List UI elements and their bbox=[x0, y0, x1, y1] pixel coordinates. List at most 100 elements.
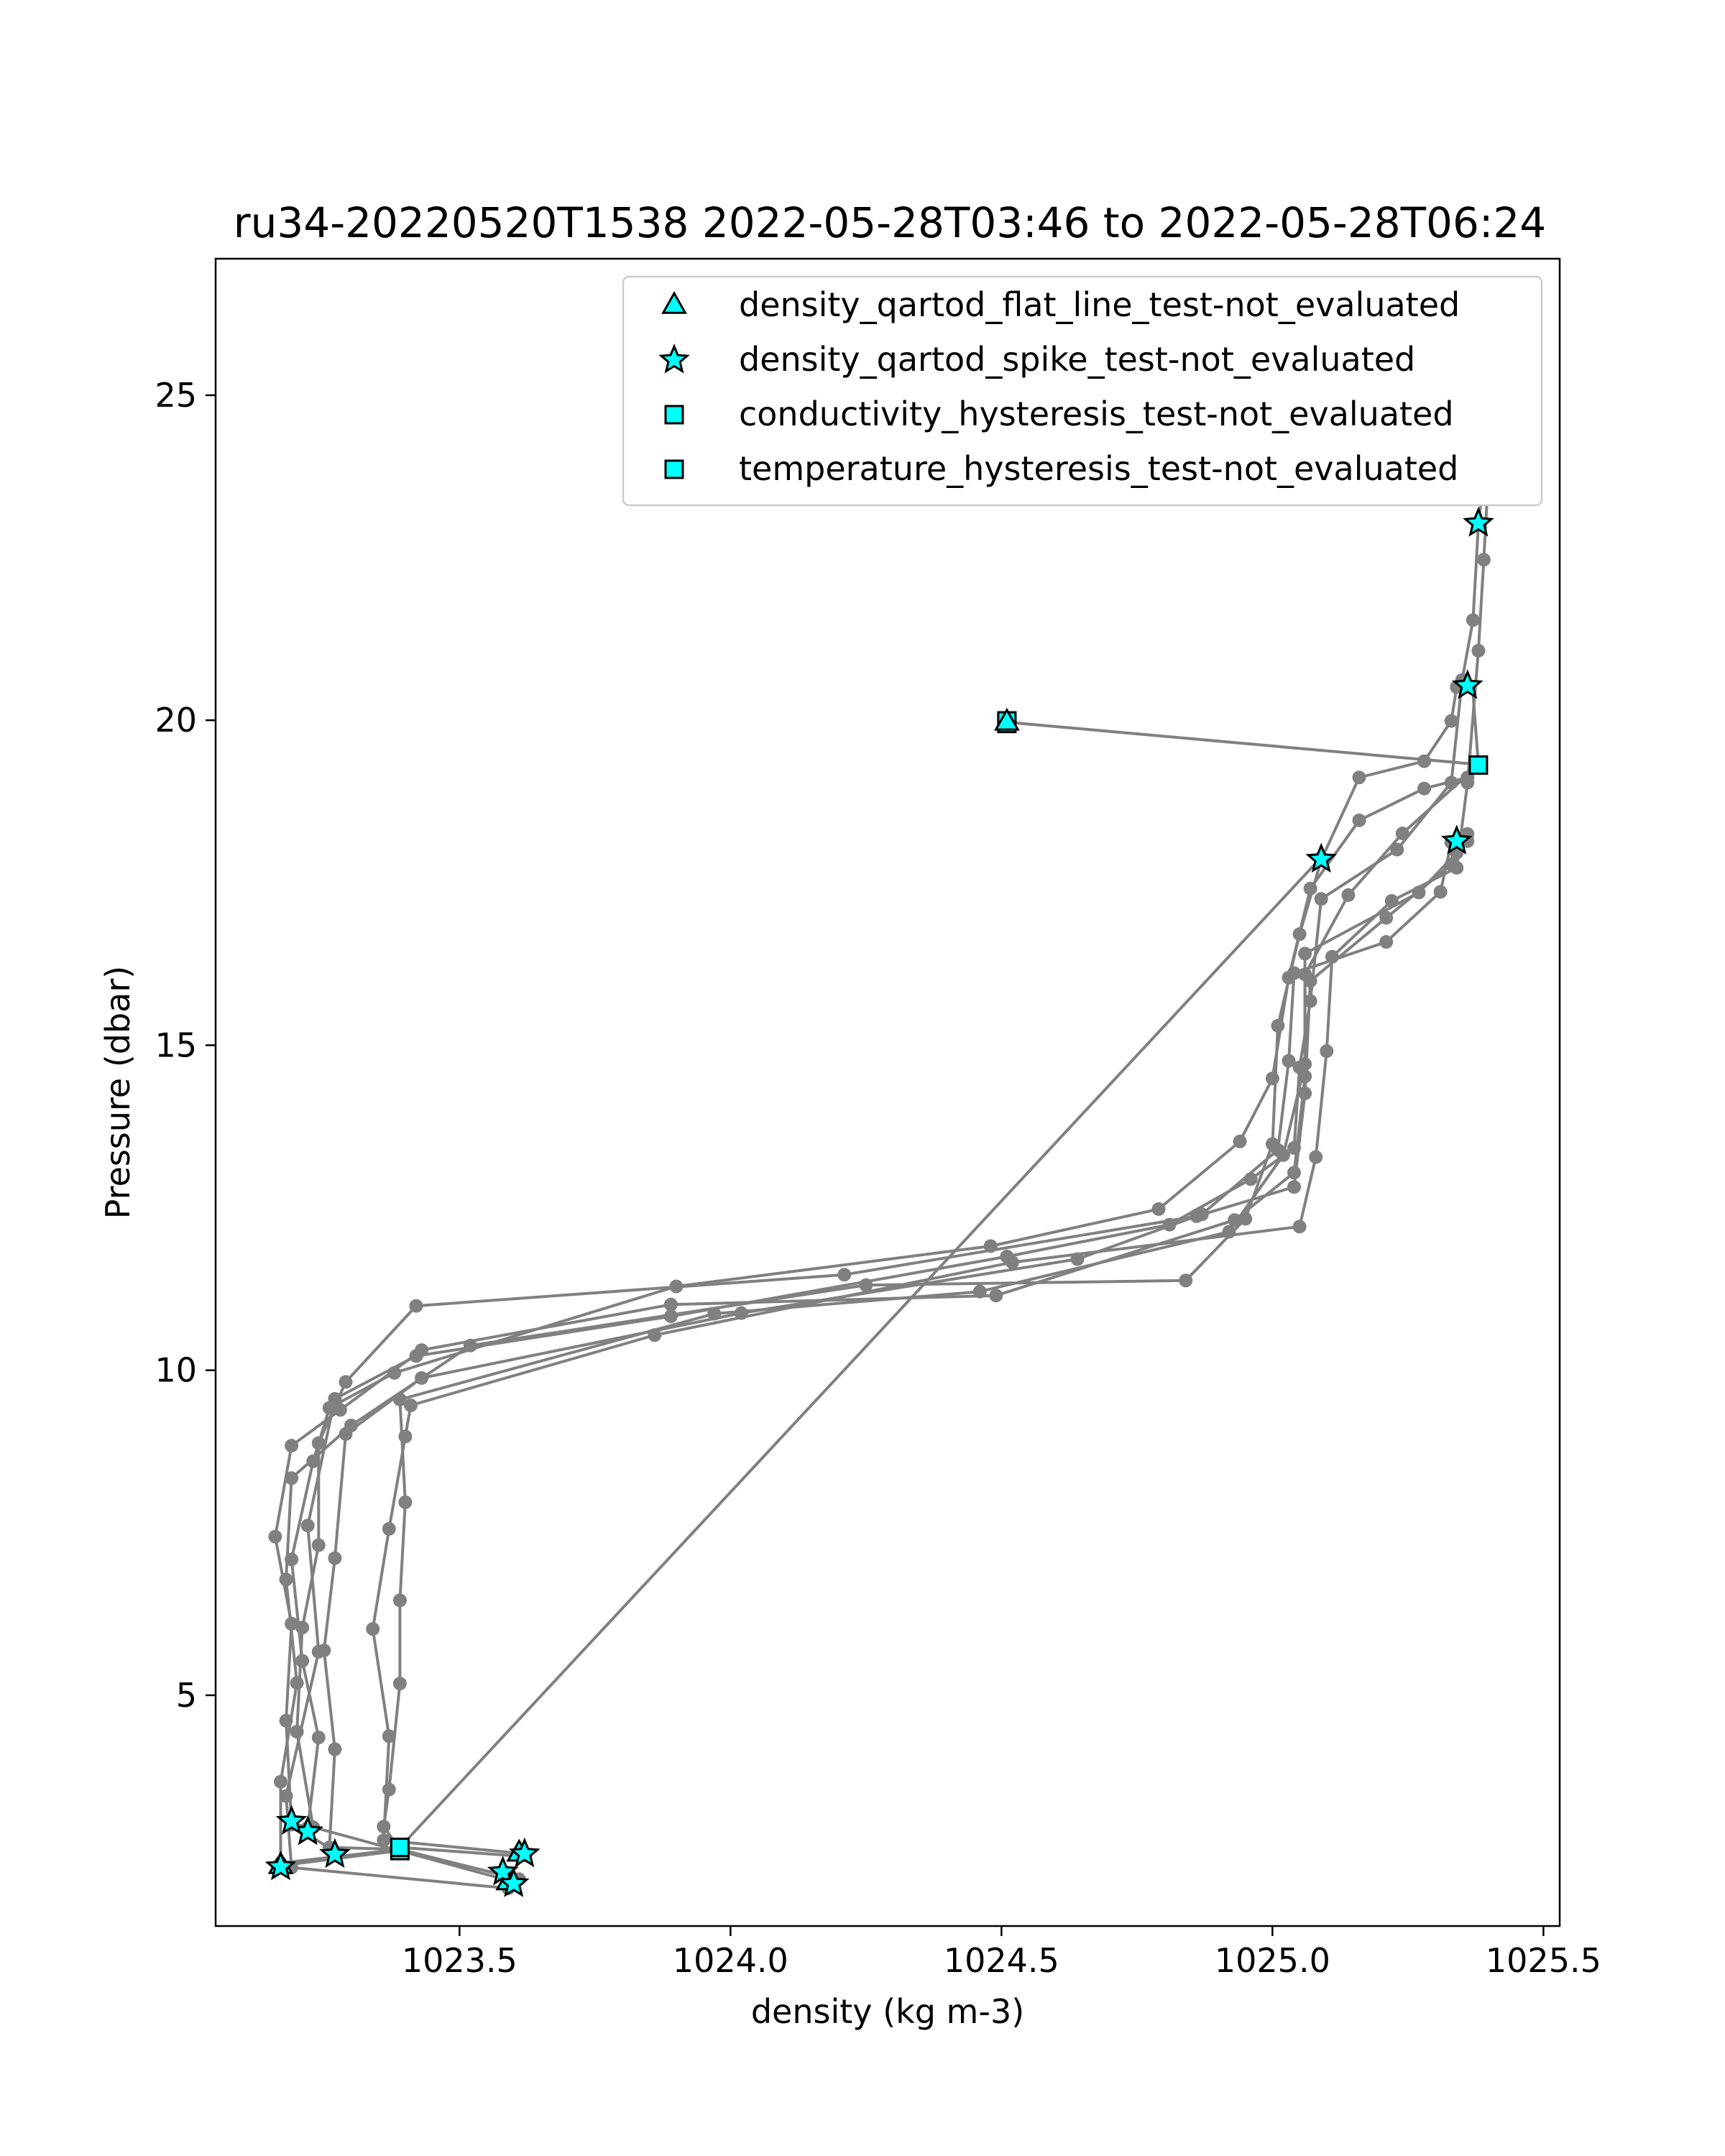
data-point-7-7 bbox=[648, 1328, 662, 1342]
data-point-7-11 bbox=[1320, 1044, 1334, 1059]
flag-star-marker-8 bbox=[1440, 824, 1473, 854]
legend-square-marker bbox=[664, 405, 684, 425]
legend-label-flat-line: density_qartod_flat_line_test-not_evalua… bbox=[739, 285, 1460, 324]
data-point-7-12 bbox=[1325, 949, 1339, 964]
data-point-6-9 bbox=[1190, 1209, 1204, 1223]
data-point-6-6 bbox=[339, 1375, 353, 1389]
data-point-1-15 bbox=[1352, 770, 1366, 785]
data-point-2-6 bbox=[392, 1392, 407, 1406]
data-point-5-8 bbox=[663, 1297, 678, 1312]
data-point-4-2 bbox=[295, 1654, 310, 1668]
data-point-4-13 bbox=[1303, 881, 1317, 895]
data-point-0-6 bbox=[300, 1519, 315, 1533]
legend-star-icon bbox=[658, 344, 690, 374]
data-point-0-15 bbox=[1303, 994, 1317, 1008]
data-point-0-17 bbox=[1390, 842, 1404, 857]
data-point-3-7 bbox=[734, 1306, 748, 1320]
legend-square-icon bbox=[664, 405, 684, 425]
data-point-0-4 bbox=[279, 1789, 293, 1803]
data-point-7-16 bbox=[1471, 643, 1486, 658]
x-axis: 1023.5 1024.0 1024.5 1025.0 1025.5 bbox=[402, 1926, 1601, 1980]
legend-entry-conductivity: conductivity_hysteresis_test-not_evaluat… bbox=[664, 395, 1454, 433]
data-point-4-12 bbox=[1282, 970, 1296, 985]
legend-entry-flat-line: density_qartod_flat_line_test-not_evalua… bbox=[661, 285, 1460, 324]
data-point-5-6 bbox=[333, 1403, 347, 1417]
data-point-5-4 bbox=[268, 1529, 282, 1544]
data-point-5-15 bbox=[1395, 826, 1409, 841]
flag-star-marker-3 bbox=[508, 1837, 540, 1868]
data-point-3-11 bbox=[1282, 1054, 1296, 1068]
data-point-3-2 bbox=[328, 1742, 342, 1756]
data-point-5-5 bbox=[285, 1439, 299, 1453]
data-point-2-12 bbox=[1298, 946, 1312, 961]
data-point-7-9 bbox=[1292, 1220, 1307, 1234]
data-point-6-10 bbox=[1287, 1180, 1301, 1194]
data-point-3-10 bbox=[1271, 1143, 1285, 1157]
legend-box bbox=[622, 275, 1543, 507]
x-tick-label-3: 1025.0 bbox=[1215, 1941, 1330, 1980]
data-point-2-8 bbox=[972, 1284, 987, 1299]
data-point-7-4 bbox=[382, 1521, 396, 1536]
data-point-0-16 bbox=[1314, 892, 1328, 906]
data-point-7-13 bbox=[1384, 894, 1399, 908]
legend-star-marker bbox=[658, 344, 690, 374]
flag-star-marker-2 bbox=[497, 1867, 530, 1897]
data-point-1-8 bbox=[859, 1278, 873, 1292]
data-point-1-10 bbox=[1238, 1212, 1253, 1226]
y-axis-label: Pressure (dbar) bbox=[98, 966, 137, 1219]
data-point-1-16 bbox=[1417, 754, 1431, 768]
data-point-5-2 bbox=[279, 1713, 293, 1728]
data-point-2-4 bbox=[392, 1593, 407, 1608]
data-point-7-6 bbox=[404, 1399, 418, 1412]
data-point-0-11 bbox=[1162, 1217, 1177, 1232]
data-point-1-7 bbox=[463, 1338, 477, 1353]
data-point-2-7 bbox=[707, 1307, 722, 1321]
flag-square-marker-2 bbox=[1468, 755, 1489, 775]
data-point-2-11 bbox=[1298, 1057, 1312, 1072]
flag-triangle-marker-3 bbox=[994, 707, 1020, 731]
data-point-4-7 bbox=[669, 1279, 684, 1294]
data-point-2-3 bbox=[392, 1677, 407, 1691]
y-tick-label-2: 15 bbox=[155, 1026, 197, 1064]
data-point-5-11 bbox=[1287, 1166, 1301, 1180]
data-point-2-5 bbox=[398, 1495, 413, 1509]
data-point-6-7 bbox=[409, 1299, 423, 1313]
legend-entry-temperature: temperature_hysteresis_test-not_evaluate… bbox=[664, 449, 1458, 488]
legend: density_qartod_flat_line_test-not_evalua… bbox=[622, 275, 1543, 507]
data-point-6-5 bbox=[311, 1436, 326, 1450]
data-point-7-5 bbox=[398, 1429, 413, 1444]
data-point-1-12 bbox=[1271, 1018, 1285, 1033]
chart-title: ru34-20220520T1538 2022-05-28T03:46 to 2… bbox=[234, 198, 1546, 247]
data-point-2-1 bbox=[377, 1820, 391, 1834]
data-point-7-10 bbox=[1309, 1150, 1323, 1164]
data-point-3-5 bbox=[339, 1427, 353, 1441]
data-point-1-17 bbox=[1444, 714, 1458, 728]
y-tick-label-4: 25 bbox=[155, 376, 197, 415]
data-point-7-17 bbox=[1476, 553, 1491, 567]
data-point-4-15 bbox=[1417, 781, 1431, 796]
data-point-7-1 bbox=[377, 1833, 391, 1848]
data-point-3-6 bbox=[415, 1371, 428, 1385]
data-point-3-13 bbox=[1379, 935, 1394, 949]
data-point-5-10 bbox=[1228, 1213, 1242, 1227]
data-point-6-3 bbox=[295, 1621, 310, 1635]
flag-star-marker-10 bbox=[1463, 507, 1494, 537]
data-point-3-4 bbox=[328, 1551, 342, 1565]
data-point-2-13 bbox=[1412, 885, 1426, 900]
data-point-7-8 bbox=[1005, 1256, 1019, 1269]
y-tick-label-1: 10 bbox=[155, 1351, 197, 1390]
y-axis: 5 10 15 20 25 bbox=[155, 376, 216, 1715]
x-tick-label-0: 1023.5 bbox=[402, 1941, 518, 1980]
legend-square-marker bbox=[664, 459, 684, 479]
legend-label-temperature: temperature_hysteresis_test-not_evaluate… bbox=[739, 449, 1458, 488]
data-point-5-7 bbox=[415, 1343, 428, 1358]
data-point-6-12 bbox=[1303, 974, 1317, 988]
data-point-4-3 bbox=[285, 1552, 299, 1567]
legend-entry-spike: density_qartod_spike_test-not_evaluated bbox=[658, 340, 1415, 379]
data-point-6-2 bbox=[290, 1725, 304, 1739]
data-point-1-13 bbox=[1292, 927, 1307, 941]
profile-line-0 bbox=[285, 334, 1496, 1890]
data-point-5-14 bbox=[1341, 888, 1356, 902]
data-point-4-14 bbox=[1352, 814, 1366, 827]
data-point-1-2 bbox=[274, 1774, 288, 1789]
